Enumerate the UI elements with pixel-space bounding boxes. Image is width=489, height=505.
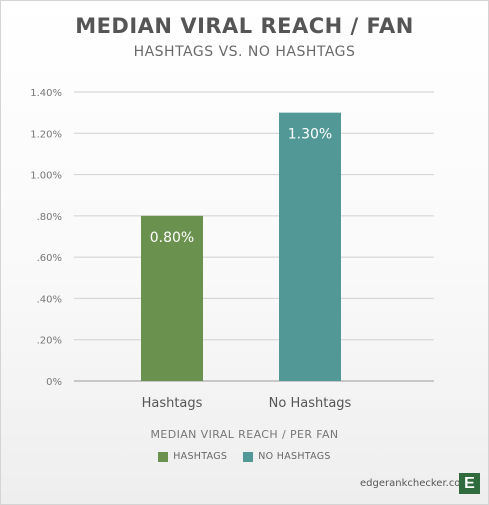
y-tick-label: 0%: [46, 377, 62, 388]
y-tick-label: 1.00%: [30, 171, 62, 182]
x-category-label: No Hashtags: [269, 396, 352, 411]
bar-value-label: 1.30%: [288, 127, 332, 143]
bar-chart: 0% .20% .40% .60% .80% 1.00% 1.20% 1.40% 0.80% Ha…: [30, 88, 434, 411]
legend-item-hashtags: HASHTAGS: [158, 451, 227, 462]
legend-swatch-no-hashtags: [243, 451, 254, 462]
bar-no-hashtags: [279, 112, 341, 382]
chart-title: MEDIAN VIRAL REACH / FAN: [75, 14, 414, 38]
y-tick-label: 1.20%: [30, 129, 62, 140]
bar-value-label: 0.80%: [150, 230, 194, 246]
legend: HASHTAGS NO HASHTAGS: [0, 451, 489, 462]
bar-hashtags: [141, 215, 203, 381]
chart-subtitle: HASHTAGS VS. NO HASHTAGS: [133, 44, 356, 60]
y-tick-label: .20%: [37, 336, 62, 347]
legend-swatch-hashtags: [158, 451, 169, 462]
y-tick-label: .80%: [37, 212, 62, 223]
y-tick-label: .60%: [37, 253, 62, 264]
legend-label-hashtags: HASHTAGS: [173, 451, 228, 462]
brand-url: edgerankchecker.com: [360, 478, 471, 489]
y-tick-label: 1.40%: [30, 88, 62, 99]
legend-label-no-hashtags: NO HASHTAGS: [258, 451, 331, 462]
legend-item-no-hashtags: NO HASHTAGS: [243, 451, 331, 462]
x-axis-label: MEDIAN VIRAL REACH / PER FAN: [150, 428, 339, 441]
brand-logo-icon: E: [459, 473, 480, 494]
x-category-label: Hashtags: [142, 396, 203, 411]
y-tick-label: .40%: [37, 294, 62, 305]
